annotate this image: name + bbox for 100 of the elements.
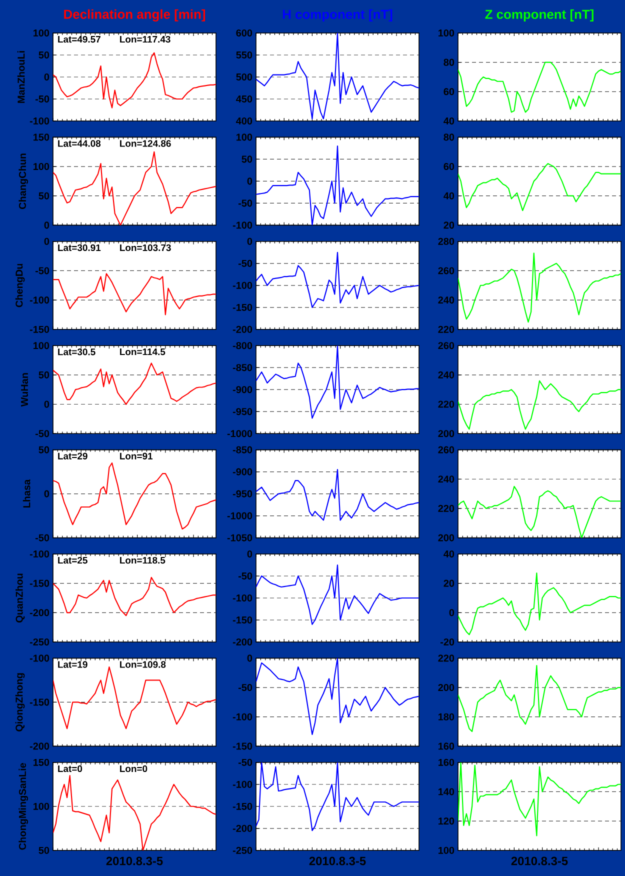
y-tick-label: 220 xyxy=(438,504,454,512)
y-tick-label: -100 xyxy=(232,282,252,289)
y-tick-label: -100 xyxy=(30,654,50,662)
y-axis-title: QuanZhou xyxy=(16,574,25,622)
y-tick-label: -800 xyxy=(232,342,252,350)
y-tick-label: -1000 xyxy=(227,512,252,520)
y-tick-label: -150 xyxy=(30,698,50,706)
y-axis-title: ChongMingSanLie xyxy=(18,762,28,850)
y-tick-label: 100 xyxy=(33,163,50,170)
y-tick-label: -50 xyxy=(238,200,252,207)
y-tick-label: -100 xyxy=(30,117,50,125)
y-tick-label: -50 xyxy=(238,758,252,766)
y-tick-label: 100 xyxy=(33,29,50,37)
annotation: Lon=91 xyxy=(120,452,153,460)
y-axis-title: WuHan xyxy=(21,373,28,407)
y-tick-label: 20 xyxy=(444,222,454,229)
y-tick-label: -50 xyxy=(35,267,50,274)
y-tick-label: 50 xyxy=(38,446,50,454)
y-tick-label: 50 xyxy=(38,192,50,200)
y-tick-label: 220 xyxy=(438,400,454,408)
y-tick-label: -150 xyxy=(30,580,50,587)
annotation: Lon=103.73 xyxy=(120,244,171,252)
y-tick-label: 100 xyxy=(438,29,454,37)
annotation: Lat=44.08 xyxy=(58,140,101,147)
annotation: Lat=30.91 xyxy=(58,244,101,252)
y-tick-label: 240 xyxy=(438,371,454,378)
y-tick-label: 0 xyxy=(44,222,50,229)
y-tick-label: -150 xyxy=(232,616,252,624)
annotation: Lat=30.5 xyxy=(58,348,96,356)
x-axis-title: 2010.8.3-5 xyxy=(309,856,366,866)
annotation: Lon=117.43 xyxy=(120,36,170,43)
y-tick-label: 50 xyxy=(242,156,252,163)
y-axis-title: QiongZhong xyxy=(15,673,25,732)
y-tick-label: 0 xyxy=(44,400,50,408)
y-tick-label: 40 xyxy=(444,192,454,200)
y-axis-title: ChengDu xyxy=(15,264,25,308)
annotation: Lon=124.86 xyxy=(120,140,171,147)
y-tick-label: 50 xyxy=(38,846,50,854)
y-tick-label: -200 xyxy=(232,638,252,646)
y-tick-label: -1050 xyxy=(227,534,252,542)
y-tick-label: -100 xyxy=(232,594,252,602)
y-axis-title: Lhasa xyxy=(22,479,30,508)
y-tick-label: -100 xyxy=(232,780,252,788)
y-tick-label: 20 xyxy=(444,580,454,587)
y-tick-label: -200 xyxy=(30,742,50,750)
chart-title: H component [nT] xyxy=(282,9,392,22)
y-tick-label: 60 xyxy=(444,88,454,96)
y-tick-label: 100 xyxy=(33,802,50,810)
y-tick-label: 160 xyxy=(438,758,454,766)
line-series xyxy=(53,362,216,405)
y-tick-label: -200 xyxy=(232,326,252,333)
y-tick-label: -50 xyxy=(35,430,50,438)
y-tick-label: 50 xyxy=(38,51,50,59)
y-tick-label: 200 xyxy=(438,430,454,438)
y-tick-label: -150 xyxy=(30,326,50,333)
y-tick-label: -50 xyxy=(35,534,50,542)
y-tick-label: -20 xyxy=(440,638,454,646)
y-tick-label: -950 xyxy=(232,408,252,416)
annotation: Lon=114.5 xyxy=(120,348,166,356)
y-tick-label: -150 xyxy=(232,742,252,750)
y-tick-label: 600 xyxy=(236,29,252,37)
y-tick-label: 0 xyxy=(247,654,252,662)
y-tick-label: 200 xyxy=(438,534,454,542)
y-tick-label: 100 xyxy=(33,342,50,350)
y-tick-label: 80 xyxy=(444,134,454,141)
chart-title: Z component [nT] xyxy=(485,9,594,22)
y-tick-label: 500 xyxy=(236,73,252,81)
y-tick-label: 0 xyxy=(44,490,50,498)
annotation: Lat=0 xyxy=(58,765,82,772)
y-tick-label: 0 xyxy=(247,238,252,245)
y-tick-label: -250 xyxy=(232,846,252,854)
y-tick-label: -100 xyxy=(30,296,50,304)
y-tick-label: 0 xyxy=(44,238,50,245)
y-tick-label: 180 xyxy=(438,713,454,720)
y-tick-label: -250 xyxy=(30,638,50,646)
y-tick-label: 150 xyxy=(33,758,50,766)
y-tick-label: -200 xyxy=(232,824,252,832)
y-tick-label: 220 xyxy=(438,654,454,662)
y-axis-title: ChangChun xyxy=(18,154,28,210)
y-tick-label: -1000 xyxy=(227,430,252,438)
y-tick-label: -150 xyxy=(232,304,252,311)
y-tick-label: -50 xyxy=(238,572,252,580)
y-tick-label: 400 xyxy=(236,117,252,125)
y-tick-label: 200 xyxy=(438,684,454,692)
annotation: Lat=29 xyxy=(58,452,88,460)
y-tick-label: 0 xyxy=(247,178,252,185)
annotation: Lon=0 xyxy=(120,765,148,772)
annotation: Lon=118.5 xyxy=(120,556,166,564)
y-tick-label: 40 xyxy=(444,550,454,558)
y-tick-label: 0 xyxy=(449,609,454,616)
y-tick-label: -850 xyxy=(232,364,252,372)
y-tick-label: 100 xyxy=(236,134,252,141)
y-tick-label: 220 xyxy=(438,326,454,333)
y-tick-label: -50 xyxy=(35,95,50,103)
x-axis-title: 2010.8.3-5 xyxy=(511,856,568,866)
y-tick-label: 60 xyxy=(444,163,454,170)
y-tick-label: -950 xyxy=(232,490,252,498)
y-tick-label: -150 xyxy=(232,802,252,810)
y-tick-label: 40 xyxy=(444,117,454,125)
y-tick-label: -100 xyxy=(30,550,50,558)
